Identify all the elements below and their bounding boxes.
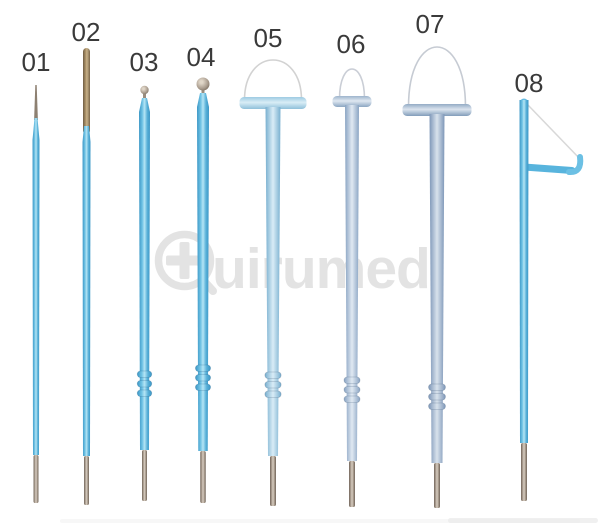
photo-edge-shadow-right bbox=[448, 518, 598, 523]
arm-hook bbox=[566, 154, 584, 176]
connector-pin bbox=[521, 443, 527, 501]
electrode-06: 06 bbox=[332, 29, 372, 507]
electrode-08: 08 bbox=[515, 68, 584, 501]
electrode-number: 02 bbox=[72, 17, 101, 47]
collar-rib bbox=[195, 383, 211, 391]
ribbed-collar bbox=[428, 383, 446, 410]
collar-rib bbox=[264, 390, 282, 398]
connector-pin bbox=[33, 455, 39, 503]
collar-rib bbox=[343, 386, 361, 394]
electrode-04: 04 bbox=[187, 42, 216, 503]
electrode-shaft bbox=[197, 93, 209, 451]
connector-pin bbox=[270, 456, 276, 506]
electrode-shaft bbox=[519, 100, 529, 443]
ball-tip-large bbox=[196, 77, 210, 91]
connector-pin bbox=[200, 451, 206, 503]
wire-loop bbox=[407, 46, 467, 108]
electrode-number: 03 bbox=[130, 47, 159, 77]
collar-rib bbox=[343, 376, 361, 384]
electrode-number: 05 bbox=[254, 23, 283, 53]
logo-circle bbox=[154, 230, 215, 291]
electrode-07: 07 bbox=[402, 9, 472, 508]
ball-neck bbox=[201, 88, 205, 96]
electrode-03: 03 bbox=[130, 47, 159, 501]
collar-rib bbox=[428, 402, 446, 410]
ribbed-collar bbox=[343, 376, 361, 403]
electrode-01: 01 bbox=[22, 47, 51, 503]
collar-rib bbox=[136, 370, 153, 378]
collar-rib bbox=[428, 383, 446, 391]
ribbed-collar bbox=[136, 370, 153, 397]
needle-tip bbox=[34, 85, 38, 120]
blade-tip bbox=[83, 48, 90, 134]
tension-wire bbox=[526, 103, 582, 161]
electrode-number: 01 bbox=[22, 47, 51, 77]
electrode-number: 04 bbox=[187, 42, 216, 72]
t-bar bbox=[332, 96, 372, 107]
electrode-shaft bbox=[82, 126, 91, 456]
wire-loop bbox=[243, 59, 303, 101]
electrode-shaft bbox=[265, 107, 281, 456]
electrode-shaft bbox=[429, 114, 445, 463]
collar-rib bbox=[343, 395, 361, 403]
collar-rib bbox=[264, 371, 282, 379]
connector-pin bbox=[84, 456, 89, 505]
electrode-number: 06 bbox=[337, 29, 366, 59]
connector-pin bbox=[349, 461, 355, 507]
electrode-shaft bbox=[345, 105, 359, 461]
collar-rib bbox=[195, 374, 211, 382]
watermark-text: uirumed bbox=[212, 237, 430, 301]
electrode-number: 08 bbox=[515, 68, 544, 98]
electrode-02: 02 bbox=[72, 17, 101, 505]
wire-loop bbox=[338, 68, 366, 100]
collar-rib bbox=[136, 389, 153, 397]
ribbed-collar bbox=[195, 364, 211, 391]
collar-rib bbox=[195, 364, 211, 372]
connector-pin bbox=[434, 463, 440, 508]
electrode-05: 05 bbox=[239, 23, 307, 506]
t-bar bbox=[402, 104, 472, 116]
collar-rib bbox=[136, 380, 153, 388]
electrodes-group: 01 02 03 04 05 06 07 08 bbox=[22, 9, 584, 508]
electrode-shaft bbox=[32, 118, 40, 455]
ball-tip-small bbox=[140, 85, 149, 95]
side-arm bbox=[520, 163, 576, 174]
electrode-shaft bbox=[139, 98, 150, 450]
connector-pin bbox=[142, 450, 147, 501]
logo-cross-vertical bbox=[179, 242, 190, 279]
collar-rib bbox=[428, 393, 446, 401]
collar-rib bbox=[264, 381, 282, 389]
t-bar bbox=[239, 97, 307, 109]
ribbed-collar bbox=[264, 371, 282, 398]
ball-neck bbox=[143, 92, 146, 101]
electrode-number: 07 bbox=[416, 9, 445, 39]
